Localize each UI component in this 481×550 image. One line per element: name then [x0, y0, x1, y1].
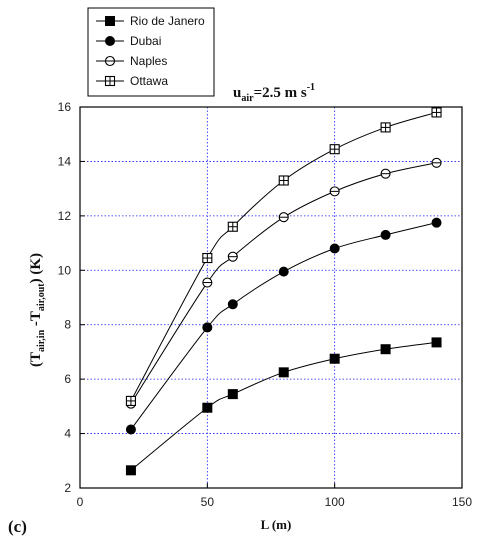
x-tick-label: 150 [452, 495, 472, 509]
y-tick-label: 2 [64, 481, 71, 495]
legend-marker [104, 55, 116, 67]
data-point [227, 389, 238, 400]
series-group [125, 107, 442, 476]
data-point [202, 402, 213, 413]
data-point [329, 243, 340, 254]
data-point [431, 217, 442, 228]
data-point [202, 277, 213, 288]
data-point [278, 266, 289, 277]
y-label-open: (T [28, 352, 44, 367]
y-label-mid: -T [28, 311, 44, 330]
data-point [431, 107, 442, 118]
data-point [278, 212, 289, 223]
data-point [227, 299, 238, 310]
data-point [227, 221, 238, 232]
data-point [278, 367, 289, 378]
data-point [329, 353, 340, 364]
data-point [380, 122, 391, 133]
y-tick-label: 14 [58, 154, 72, 168]
legend-label: Rio de Janero [130, 14, 205, 28]
panel-label: (c) [8, 517, 27, 536]
data-point [202, 322, 213, 333]
data-point [202, 252, 213, 264]
y-tick-label: 16 [58, 100, 72, 114]
legend-marker [105, 16, 115, 26]
data-point [227, 251, 238, 262]
legend-label: Naples [130, 54, 167, 68]
annotation-base: u [233, 85, 241, 101]
plot-frame [79, 106, 463, 489]
annotation-sub: air [241, 93, 254, 104]
data-point [125, 395, 136, 406]
data-point [125, 465, 136, 476]
y-label-sub1: air,in [36, 329, 47, 352]
legend-label: Ottawa [130, 74, 168, 88]
legend-marker [104, 75, 116, 87]
data-point [125, 424, 136, 435]
annotation-sup: -1 [307, 82, 315, 93]
data-point [278, 175, 289, 186]
legend-marker [105, 36, 115, 46]
data-point [329, 144, 340, 155]
data-point [431, 157, 442, 168]
velocity-annotation: uair=2.5 m s-1 [233, 82, 315, 104]
y-label-sub2: air,out [36, 283, 47, 311]
data-point [380, 344, 391, 355]
y-tick-label: 4 [64, 427, 71, 441]
x-tick-label: 100 [325, 495, 345, 509]
y-tick-label: 12 [58, 209, 72, 223]
data-point [329, 186, 340, 197]
data-point [380, 168, 391, 179]
x-tick-label: 50 [201, 495, 215, 509]
y-tick-label: 6 [64, 372, 71, 386]
annotation-text: =2.5 m s [254, 85, 307, 101]
y-label-close: ) (K) [28, 253, 44, 283]
x-axis-label: L (m) [261, 517, 292, 532]
data-point [431, 337, 442, 348]
legend-label: Dubai [130, 34, 161, 48]
grid-lines [80, 107, 462, 488]
y-tick-label: 10 [58, 263, 72, 277]
axis-ticks: 0 50 100 150 2 4 6 8 10 12 14 16 [58, 100, 473, 509]
legend: Rio de Janero Dubai Naples Ottawa [87, 7, 215, 97]
y-axis-label: (Tair,in -Tair,out) (K) [28, 253, 47, 367]
x-tick-label: 0 [77, 495, 84, 509]
data-point [380, 229, 391, 240]
y-tick-label: 8 [64, 318, 71, 332]
